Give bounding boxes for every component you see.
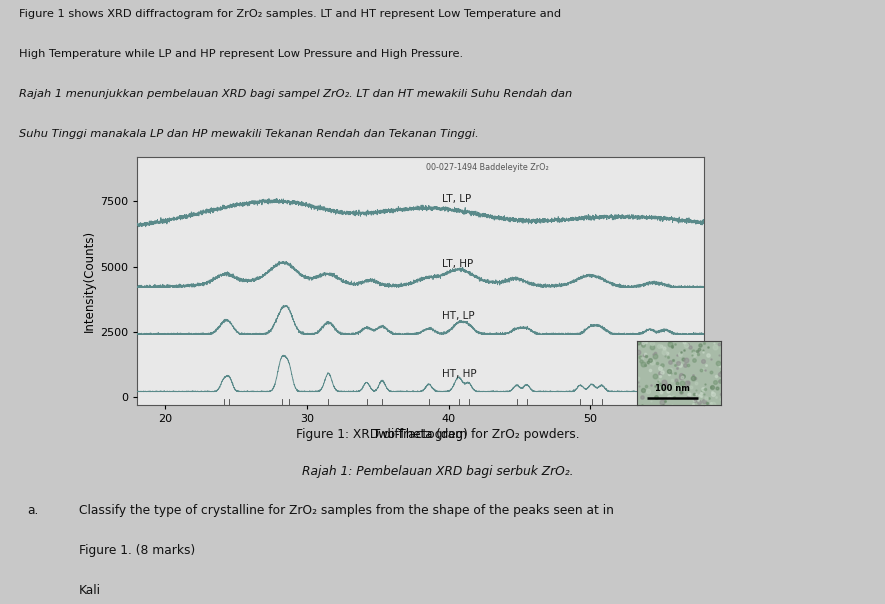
- Text: Figure 1: XRD diffractogram for ZrO₂ powders.: Figure 1: XRD diffractogram for ZrO₂ pow…: [296, 428, 580, 442]
- Y-axis label: Intensity(Counts): Intensity(Counts): [83, 230, 96, 332]
- Text: LT, LP: LT, LP: [442, 194, 471, 204]
- Text: HT, LP: HT, LP: [442, 311, 474, 321]
- Text: LT, HP: LT, HP: [442, 259, 473, 269]
- Text: 00-027-1494 Baddeleyite ZrO₂: 00-027-1494 Baddeleyite ZrO₂: [426, 163, 549, 172]
- Text: Classify the type of crystalline for ZrO₂ samples from the shape of the peaks se: Classify the type of crystalline for ZrO…: [80, 504, 614, 517]
- Text: Rajah 1: Pembelauan XRD bagi serbuk ZrO₂.: Rajah 1: Pembelauan XRD bagi serbuk ZrO₂…: [303, 464, 573, 478]
- Text: Kali: Kali: [80, 585, 101, 597]
- Text: Figure 1. (8 marks): Figure 1. (8 marks): [80, 544, 196, 557]
- X-axis label: Two-Theta (deg): Two-Theta (deg): [373, 428, 468, 441]
- Text: a.: a.: [27, 504, 39, 517]
- Text: 100 nm: 100 nm: [655, 384, 690, 393]
- Text: High Temperature while LP and HP represent Low Pressure and High Pressure.: High Temperature while LP and HP represe…: [19, 49, 463, 59]
- Text: HT, HP: HT, HP: [442, 368, 476, 379]
- Text: Rajah 1 menunjukkan pembelauan XRD bagi sampel ZrO₂. LT dan HT mewakili Suhu Ren: Rajah 1 menunjukkan pembelauan XRD bagi …: [19, 89, 573, 99]
- Text: Figure 1 shows XRD diffractogram for ZrO₂ samples. LT and HT represent Low Tempe: Figure 1 shows XRD diffractogram for ZrO…: [19, 9, 561, 19]
- Text: Suhu Tinggi manakala LP dan HP mewakili Tekanan Rendah dan Tekanan Tinggi.: Suhu Tinggi manakala LP dan HP mewakili …: [19, 129, 479, 139]
